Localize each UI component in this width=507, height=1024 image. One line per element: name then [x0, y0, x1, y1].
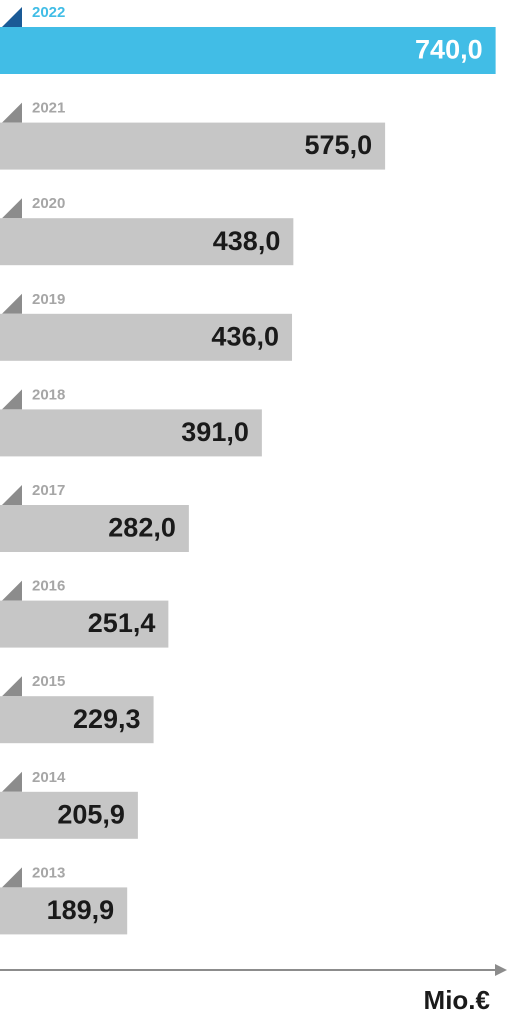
- bar: [0, 218, 294, 266]
- y-tick-label: 2013: [32, 864, 65, 881]
- value-label: 740,0: [415, 35, 483, 65]
- bar: [0, 696, 154, 744]
- year-marker: [2, 580, 22, 601]
- y-tick-label: 2018: [32, 386, 65, 403]
- bar: [0, 600, 169, 648]
- year-marker: [2, 867, 22, 888]
- y-tick-label: 2014: [32, 769, 66, 786]
- bar: [0, 313, 293, 361]
- x-axis-arrow: [495, 964, 507, 976]
- y-tick-label: 2019: [32, 291, 65, 308]
- value-label: 436,0: [211, 321, 279, 351]
- value-label: 251,4: [88, 608, 156, 638]
- bar: [0, 887, 128, 935]
- bar: [0, 505, 189, 552]
- y-tick-label: 2021: [32, 100, 65, 117]
- value-label: 189,9: [47, 895, 115, 925]
- year-marker: [2, 771, 22, 792]
- y-tick-label: 2017: [32, 482, 65, 499]
- value-label: 229,3: [73, 704, 141, 734]
- axis-label: Mio.€: [424, 985, 490, 1015]
- value-label: 575,0: [305, 130, 373, 160]
- value-label: 391,0: [181, 417, 249, 447]
- year-marker: [2, 7, 22, 27]
- year-marker: [2, 102, 22, 123]
- bar: [0, 122, 386, 170]
- bar: [0, 27, 496, 74]
- value-label: 438,0: [213, 226, 281, 256]
- y-tick-label: 2020: [32, 195, 65, 212]
- y-tick-label: 2015: [32, 673, 65, 690]
- y-tick-label: 2022: [32, 4, 65, 21]
- bar: [0, 409, 262, 457]
- year-marker: [2, 293, 22, 314]
- year-marker: [2, 485, 22, 505]
- year-marker: [2, 676, 22, 697]
- year-marker: [2, 198, 22, 219]
- y-tick-label: 2016: [32, 578, 65, 595]
- bar: [0, 791, 138, 839]
- year-marker: [2, 389, 22, 410]
- value-label: 282,0: [108, 513, 176, 543]
- value-label: 205,9: [57, 799, 125, 829]
